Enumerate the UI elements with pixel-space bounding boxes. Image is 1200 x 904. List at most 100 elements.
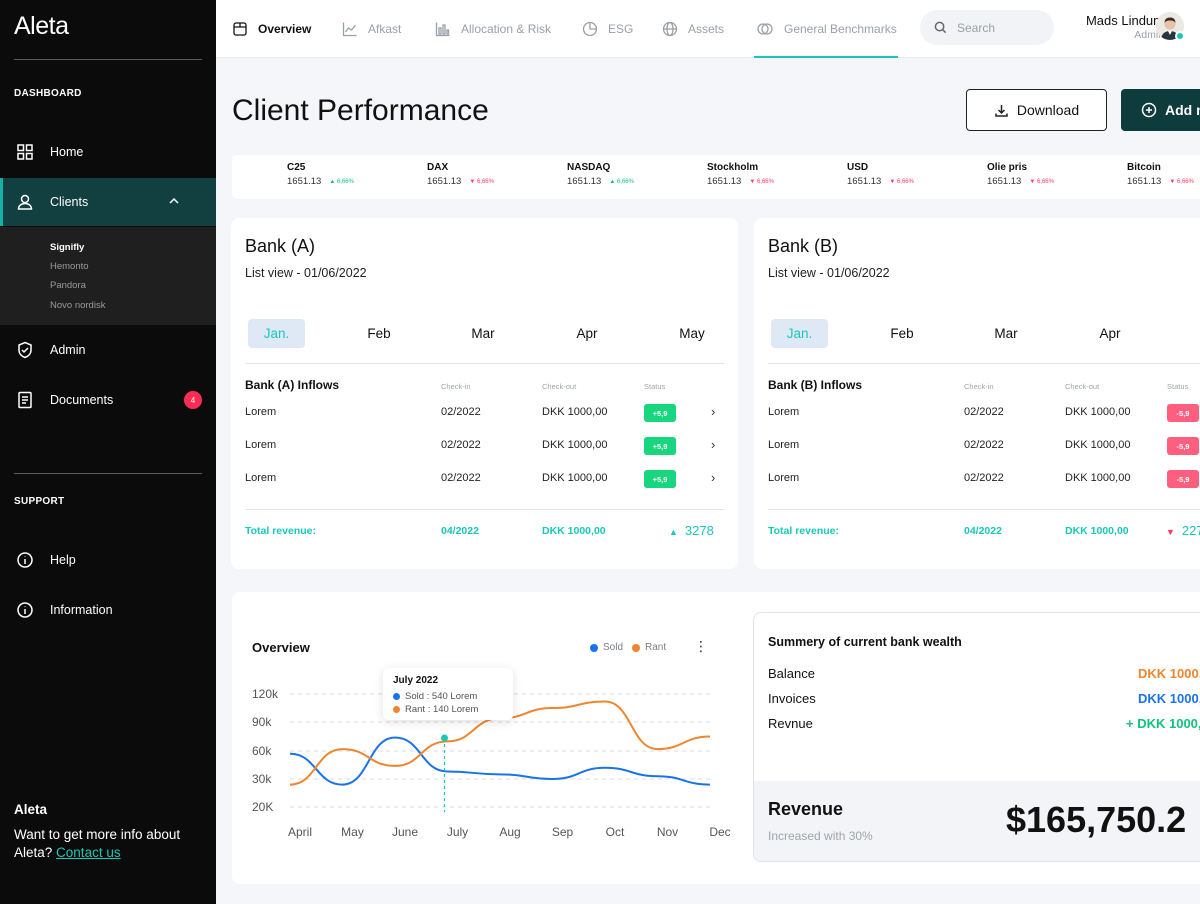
ticker-item-c25[interactable]: C25 1651.13 ▲ 6,66%: [287, 162, 354, 187]
online-status-dot: [1175, 31, 1185, 41]
tab-allocation-risk[interactable]: Allocation & Risk: [435, 0, 551, 58]
tooltip-row-sold: Sold : 540 Lorem: [393, 691, 503, 702]
chevron-right-icon[interactable]: ›: [711, 470, 716, 485]
ticker-item-dax[interactable]: DAX 1651.13 ▼ 6,66%: [427, 162, 494, 187]
legend-dot-sold: [590, 643, 598, 652]
tab-esg[interactable]: ESG: [582, 0, 633, 58]
month-tab-mar[interactable]: Mar: [994, 326, 1018, 341]
total-date: 04/2022: [964, 525, 1002, 537]
row-checkin: 02/2022: [441, 439, 481, 451]
month-tab-jan[interactable]: Jan.: [771, 319, 828, 348]
status-badge: +5,9: [644, 437, 676, 455]
legend-label: Sold: [603, 642, 624, 653]
highlight-point[interactable]: [441, 734, 448, 742]
tab-overview[interactable]: Overview: [232, 0, 311, 58]
x-tick-label: Dec: [709, 825, 730, 839]
ticker-change-value: 6,66%: [1036, 178, 1054, 185]
more-options-icon[interactable]: ⋮: [694, 638, 708, 654]
promo-body: Want to get more info about Aleta?: [14, 827, 181, 860]
month-tab-apr[interactable]: Apr: [576, 326, 598, 341]
chevron-right-icon[interactable]: ›: [711, 404, 716, 419]
add-label: Add n: [1165, 102, 1200, 118]
ticker-item-olie-pris[interactable]: Olie pris 1651.13 ▼ 6,66%: [987, 162, 1054, 187]
box-icon: [233, 22, 247, 36]
sidebar-item-home[interactable]: Home: [0, 128, 216, 176]
row-checkin: 02/2022: [964, 472, 1004, 484]
subitem-hemonto[interactable]: Hemonto: [50, 261, 89, 272]
row-checkout: DKK 1000,00: [1065, 472, 1131, 484]
promo-text: Want to get more info about Aleta? Conta…: [14, 826, 204, 862]
active-tab-indicator: [754, 56, 898, 58]
add-button[interactable]: Add n: [1121, 89, 1200, 131]
row-checkin: 02/2022: [441, 472, 481, 484]
user-role: Admin: [1134, 29, 1164, 41]
series-line-sold: [289, 736, 711, 786]
summary-value-invoices: DKK 1000,: [1138, 691, 1200, 706]
sidebar-item-documents[interactable]: Documents: [0, 376, 216, 424]
plus-circle-icon: [1141, 102, 1157, 118]
x-tick-label: May: [341, 825, 364, 839]
bank-title: Bank (B): [768, 236, 839, 256]
bank-title: Bank (A): [245, 236, 316, 256]
chevron-right-icon[interactable]: ›: [711, 437, 716, 452]
x-tick-label: July: [447, 825, 468, 839]
row-name: Lorem: [768, 439, 800, 451]
ticker-change-value: 6,66%: [756, 178, 774, 185]
documents-count-badge: 4: [184, 391, 202, 409]
sidebar-item-admin[interactable]: Admin: [0, 326, 216, 374]
ticker-change: ▲ 6,66%: [329, 179, 354, 185]
tooltip-dot: [393, 693, 400, 700]
sidebar-item-information[interactable]: Information: [0, 586, 216, 634]
arrow-down-icon: ▼: [1169, 178, 1176, 185]
legend-rant[interactable]: Rant: [632, 642, 666, 653]
ticker-value: 1651.13: [847, 176, 882, 187]
ticker-value: 1651.13: [567, 176, 602, 187]
arrow-down-icon: ▼: [1166, 527, 1175, 537]
ticker-name: NASDAQ: [567, 162, 611, 173]
month-tab-jan[interactable]: Jan.: [248, 319, 305, 348]
subitem-pandora[interactable]: Pandora: [50, 280, 86, 291]
arrow-down-icon: ▼: [889, 178, 896, 185]
revenue-box: Revenue Increased with 30% $165,750.2: [754, 781, 1200, 861]
tab-assets[interactable]: Assets: [662, 0, 724, 58]
chevron-up-icon[interactable]: [168, 195, 180, 207]
tab-general-benchmarks[interactable]: General Benchmarks: [756, 0, 897, 58]
ticker-change-value: 6,66%: [616, 178, 634, 185]
info-icon: [17, 602, 33, 618]
sidebar-item-label: Help: [50, 553, 76, 567]
table-title: Bank (B) Inflows: [768, 378, 863, 392]
ticker-item-bitcoin[interactable]: Bitcoin 1651.13 ▼ 6,66%: [1127, 162, 1194, 187]
summary-label-invoices: Invoices: [768, 691, 816, 706]
subitem-novo-nordisk[interactable]: Novo nordisk: [50, 300, 106, 311]
month-tab-feb[interactable]: Feb: [890, 326, 914, 341]
month-tab-mar[interactable]: Mar: [471, 326, 495, 341]
legend-sold[interactable]: Sold: [590, 642, 623, 653]
sidebar-item-clients[interactable]: Clients: [0, 178, 216, 226]
download-button[interactable]: Download: [966, 89, 1107, 131]
ticker-item-nasdaq[interactable]: NASDAQ 1651.13 ▲ 6,66%: [567, 162, 634, 187]
search-input[interactable]: Search: [920, 10, 1054, 45]
top-nav: Overview Afkast Allocation & Risk ESG As…: [216, 0, 1200, 58]
summary-value-revenue: + DKK 1000,: [1126, 716, 1200, 731]
subitem-signifly[interactable]: Signifly: [50, 242, 85, 253]
divider: [245, 363, 724, 364]
sidebar-item-help[interactable]: Help: [0, 536, 216, 584]
ticker-value: 1651.13: [707, 176, 742, 187]
summary-title: Summery of current bank wealth: [768, 635, 962, 649]
arrow-up-icon: ▲: [329, 178, 336, 185]
contact-us-link[interactable]: Contact us: [56, 845, 121, 860]
y-tick-label: 30k: [252, 772, 272, 786]
ticker-item-usd[interactable]: USD 1651.13 ▼ 6,66%: [847, 162, 914, 187]
tab-afkast[interactable]: Afkast: [342, 0, 401, 58]
shield-icon: [18, 341, 32, 359]
x-tick-label: Oct: [606, 825, 625, 839]
legend-label: Rant: [645, 642, 667, 653]
month-tab-apr[interactable]: Apr: [1099, 326, 1121, 341]
ticker-change: ▼ 6,66%: [749, 179, 774, 185]
month-tab-feb[interactable]: Feb: [367, 326, 391, 341]
tooltip-title: July 2022: [393, 675, 439, 686]
chart-tooltip: July 2022 Sold : 540 Lorem Rant : 140 Lo…: [383, 668, 513, 720]
month-tab-may[interactable]: May: [679, 326, 705, 341]
avatar-image: [1156, 12, 1184, 40]
ticker-item-stockholm[interactable]: Stockholm 1651.13 ▼ 6,66%: [707, 162, 774, 187]
